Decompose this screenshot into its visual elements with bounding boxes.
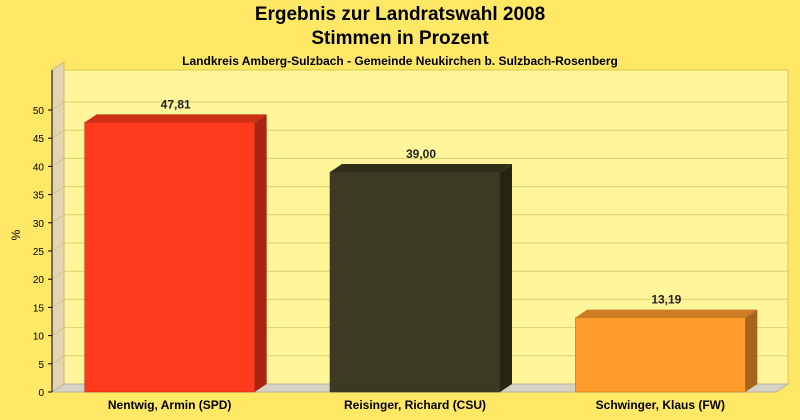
- bar-side: [745, 309, 758, 392]
- x-category-label: Reisinger, Richard (CSU): [344, 398, 486, 412]
- gridline-side: [51, 129, 65, 139]
- y-tick-label: 50: [33, 106, 45, 117]
- data-label: 47,81: [161, 97, 191, 111]
- data-label: 39,00: [406, 147, 436, 161]
- bar-side: [500, 164, 512, 392]
- gridline-side: [51, 214, 65, 224]
- y-axis: 0 5 10 15 20 25 30 35 40 45 50%: [9, 70, 53, 399]
- gridline-side: [51, 157, 65, 167]
- y-tick-label: 40: [33, 162, 45, 173]
- labels: 47,81 Nentwig, Armin (SPD) 39,00 Reisinger,…: [108, 97, 725, 412]
- gridline-side: [51, 101, 65, 111]
- bar-top: [84, 114, 267, 123]
- chart-title: Ergebnis zur Landratswahl 2008: [254, 4, 546, 25]
- bars: [84, 114, 758, 393]
- y-tick-label: 5: [38, 360, 44, 371]
- y-tick-label: 15: [33, 303, 45, 314]
- data-label: 13,19: [651, 293, 681, 307]
- gridline-side: [51, 186, 65, 196]
- plot-left-wall: [51, 61, 65, 393]
- y-axis-label: %: [9, 229, 23, 240]
- bar-top: [330, 164, 512, 173]
- bar: [329, 164, 512, 393]
- bar-top: [575, 309, 758, 318]
- x-category-label: Nentwig, Armin (SPD): [108, 398, 232, 412]
- bar-front: [575, 317, 746, 393]
- y-tick-label: 45: [33, 134, 45, 145]
- gridline-side: [51, 270, 65, 280]
- gridline-side: [51, 242, 65, 252]
- y-tick-label: 35: [33, 191, 45, 202]
- chart-subtitle: Stimmen in Prozent: [311, 28, 489, 49]
- gridline-side: [51, 355, 65, 365]
- bar-front: [84, 122, 255, 393]
- gridline-side: [51, 327, 65, 337]
- bar-front: [329, 171, 501, 393]
- gridline-side: [51, 298, 65, 308]
- y-tick-label: 0: [38, 388, 44, 399]
- chart-location-subtitle: Landkreis Amberg-Sulzbach - Gemeinde Neu…: [182, 54, 618, 68]
- y-tick-label: 30: [33, 219, 45, 230]
- y-tick-label: 10: [33, 332, 45, 343]
- x-category-label: Schwinger, Klaus (FW): [596, 398, 725, 412]
- bar: [575, 309, 758, 393]
- bar: [84, 114, 267, 393]
- bar-side: [254, 114, 267, 393]
- y-tick-label: 20: [33, 275, 45, 286]
- y-tick-label: 25: [33, 247, 45, 258]
